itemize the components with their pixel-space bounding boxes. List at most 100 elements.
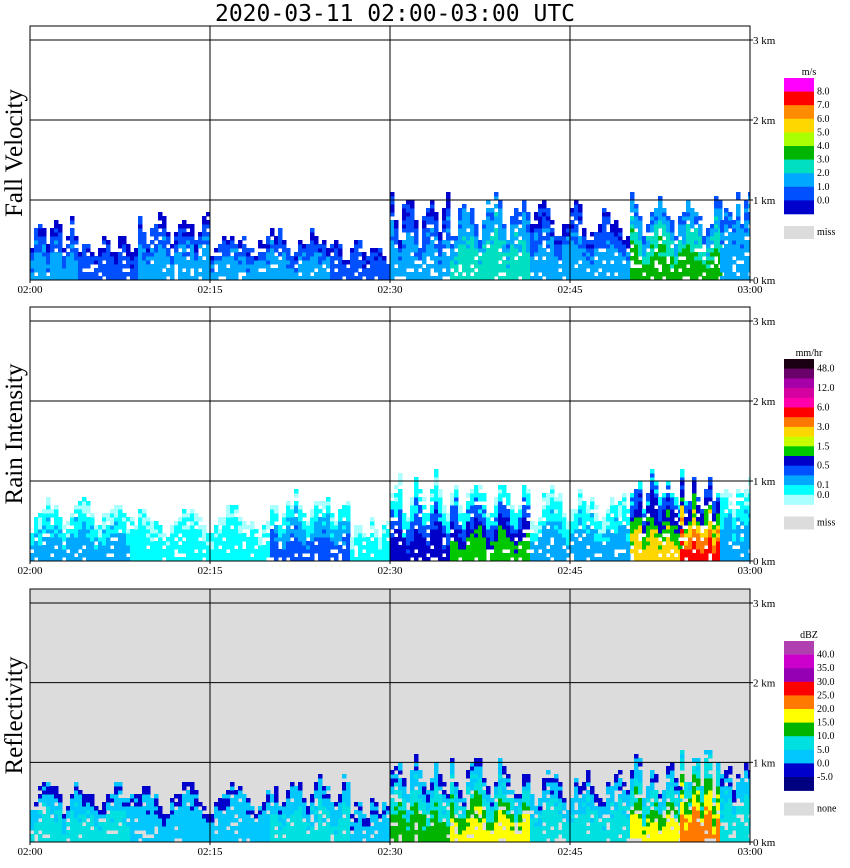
echo-region: [330, 240, 391, 280]
colorbar-label: 0.1: [817, 480, 830, 491]
echo-region: [30, 216, 79, 280]
colorbar-label: 12.0: [817, 383, 835, 394]
colorbar-swatch: [784, 456, 814, 466]
echo-region: [450, 192, 531, 280]
colorbar-swatch: [784, 749, 814, 764]
colorbar-swatch: [784, 681, 814, 696]
height-tick-label: 2 km: [753, 115, 776, 127]
echo-region: [720, 477, 750, 561]
colorbar-missing-label: miss: [817, 518, 835, 529]
colorbar-label: 1.5: [817, 441, 830, 452]
colorbar-unit: m/s: [802, 67, 817, 78]
echo-region: [720, 762, 750, 842]
colorbar-label: 48.0: [817, 364, 835, 375]
time-tick-label: 02:00: [17, 284, 43, 296]
panel-rain-intensity: 02:00 02:15 02:30 02:45 03:000 km 1 km 2 km 3 k…: [1, 306, 835, 577]
time-tick-label: 03:00: [737, 846, 763, 858]
echo-region: [350, 517, 391, 561]
echo-region: [630, 754, 683, 842]
panel-fall-velocity: 02:00 02:15 02:30 02:45 03:000 km 1 km 2 km 3 k…: [1, 25, 835, 296]
echo-region: [530, 200, 631, 280]
colorbar-label: 15.0: [817, 718, 835, 729]
colorbar-swatch: [784, 695, 814, 710]
time-tick-label: 03:00: [737, 565, 763, 577]
colorbar-swatch: [784, 118, 814, 133]
echo-region: [30, 497, 131, 561]
height-tick-label: 3 km: [753, 35, 776, 47]
colorbar-label: 3.0: [817, 155, 830, 166]
colorbar-swatch: [784, 132, 814, 147]
echo-region: [390, 192, 451, 280]
echo-field: [30, 469, 750, 561]
colorbar-swatch: [784, 397, 814, 408]
echo-field: [30, 192, 750, 280]
echo-region: [680, 469, 721, 561]
echo-region: [130, 782, 271, 842]
height-tick-label: 3 km: [753, 316, 776, 328]
echo-region: [390, 469, 451, 561]
colorbar-label: 2.0: [817, 168, 830, 179]
colorbar-swatch: [784, 407, 814, 418]
echo-region: [530, 770, 631, 842]
colorbar-label: 35.0: [817, 663, 835, 674]
colorbar-label: 0.0: [817, 758, 830, 769]
colorbar: m/s8.0 7.0 6.0 5.0 4.0 3.0 2.0 1.0 0.0 miss: [784, 67, 835, 239]
colorbar-swatch: [784, 91, 814, 106]
colorbar-swatch: [784, 173, 814, 188]
height-tick-label: 0 km: [753, 275, 776, 287]
time-tick-label: 02:15: [197, 846, 223, 858]
height-tick-label: 0 km: [753, 837, 776, 849]
colorbar-label: 5.0: [817, 745, 830, 756]
time-tick-label: 02:30: [377, 846, 403, 858]
colorbar-label: 25.0: [817, 690, 835, 701]
colorbar-missing-swatch: [784, 802, 814, 816]
colorbar-label: 30.0: [817, 677, 835, 688]
colorbar-label: 5.0: [817, 127, 830, 138]
colorbar-swatch: [784, 200, 814, 215]
colorbar-label: -5.0: [817, 772, 833, 783]
echo-region: [390, 754, 451, 842]
colorbar-label: 0.0: [817, 195, 830, 206]
colorbar-swatch: [784, 186, 814, 201]
colorbar-swatch: [784, 485, 814, 496]
colorbar-swatch: [784, 78, 814, 92]
colorbar-swatch: [784, 159, 814, 174]
colorbar-swatch: [784, 446, 814, 457]
echo-region: [210, 228, 331, 280]
echo-region: [450, 758, 531, 842]
colorbar-swatch: [784, 709, 814, 723]
colorbar-swatch: [784, 105, 814, 120]
panel-reflectivity: 02:00 02:15 02:30 02:45 03:000 km 1 km 2 km 3 k…: [1, 588, 837, 858]
height-tick-label: 1 km: [753, 757, 776, 769]
height-tick-label: 1 km: [753, 476, 776, 488]
colorbar-swatch: [784, 465, 814, 476]
echo-region: [680, 750, 721, 842]
echo-region: [270, 489, 351, 561]
colorbar-missing-swatch: [784, 226, 814, 239]
panel-ylabel: Fall Velocity: [1, 89, 28, 218]
colorbar-swatch: [784, 388, 814, 399]
colorbar-missing-swatch: [784, 516, 814, 530]
time-tick-label: 02:45: [557, 565, 583, 577]
colorbar: dBZ 40.0 35.0 30.0 25.0 20.0 15.0 10.0 5.0 0.0 -5.…: [784, 630, 837, 816]
colorbar-swatch: [784, 763, 814, 778]
colorbar-label: 0.5: [817, 461, 830, 472]
colorbar-missing-label: none: [817, 804, 837, 815]
colorbar-label: 6.0: [817, 403, 830, 414]
height-tick-label: 0 km: [753, 556, 776, 568]
height-tick-label: 1 km: [753, 195, 776, 207]
echo-region: [630, 469, 683, 561]
colorbar-swatch: [784, 777, 814, 791]
colorbar-label: 8.0: [817, 87, 830, 98]
height-tick-label: 2 km: [753, 678, 776, 690]
time-tick-label: 02:45: [557, 284, 583, 296]
colorbar-swatch: [784, 475, 814, 486]
colorbar-swatch: [784, 359, 814, 369]
colorbar-swatch: [784, 417, 814, 428]
echo-region: [530, 485, 631, 561]
colorbar-swatch: [784, 426, 814, 437]
echo-region: [350, 798, 391, 842]
echo-region: [450, 485, 531, 561]
colorbar-swatch: [784, 378, 814, 389]
